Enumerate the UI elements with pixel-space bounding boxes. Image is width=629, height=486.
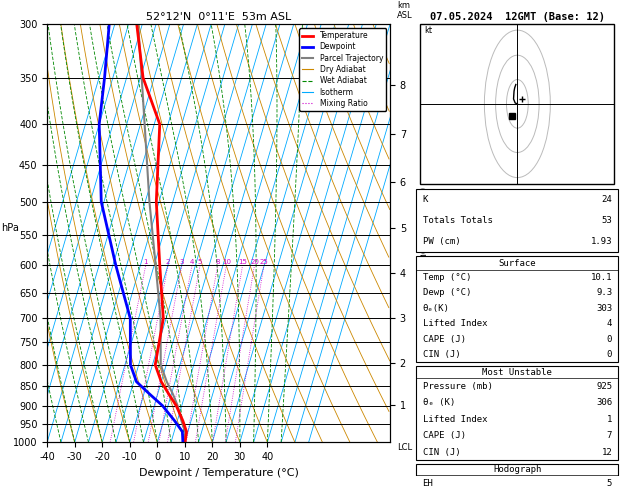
Text: Lifted Index: Lifted Index bbox=[423, 319, 487, 328]
Text: 3: 3 bbox=[180, 259, 184, 265]
Text: 303: 303 bbox=[596, 304, 612, 313]
Text: CIN (J): CIN (J) bbox=[423, 448, 460, 456]
Text: K: K bbox=[423, 195, 428, 204]
Text: 53: 53 bbox=[601, 216, 612, 225]
Text: © weatheronline.co.uk: © weatheronline.co.uk bbox=[465, 464, 570, 472]
Text: 2: 2 bbox=[166, 259, 170, 265]
Text: 10: 10 bbox=[222, 259, 231, 265]
Text: Dewp (°C): Dewp (°C) bbox=[423, 289, 471, 297]
FancyBboxPatch shape bbox=[416, 464, 618, 486]
Text: CIN (J): CIN (J) bbox=[423, 350, 460, 359]
Text: Most Unstable: Most Unstable bbox=[482, 367, 552, 377]
Text: 4: 4 bbox=[607, 319, 612, 328]
Text: Lifted Index: Lifted Index bbox=[423, 415, 487, 424]
Text: Temp (°C): Temp (°C) bbox=[423, 273, 471, 282]
Text: 4: 4 bbox=[190, 259, 194, 265]
Text: Hodograph: Hodograph bbox=[493, 465, 542, 474]
Text: LCL: LCL bbox=[397, 443, 412, 451]
Text: Totals Totals: Totals Totals bbox=[423, 216, 493, 225]
Text: CAPE (J): CAPE (J) bbox=[423, 335, 465, 344]
Text: 7: 7 bbox=[607, 431, 612, 440]
Text: 306: 306 bbox=[596, 399, 612, 407]
Text: 25: 25 bbox=[260, 259, 269, 265]
Text: Pressure (mb): Pressure (mb) bbox=[423, 382, 493, 391]
Y-axis label: hPa: hPa bbox=[1, 223, 19, 233]
Text: 5: 5 bbox=[607, 479, 612, 486]
Text: θₑ (K): θₑ (K) bbox=[423, 399, 455, 407]
Text: 20: 20 bbox=[250, 259, 259, 265]
Text: Surface: Surface bbox=[499, 259, 536, 267]
Text: 0: 0 bbox=[607, 350, 612, 359]
Text: 1: 1 bbox=[143, 259, 148, 265]
Text: km
ASL: km ASL bbox=[397, 0, 413, 20]
Text: 24: 24 bbox=[601, 195, 612, 204]
Text: 0: 0 bbox=[607, 335, 612, 344]
FancyBboxPatch shape bbox=[416, 366, 618, 460]
Text: 15: 15 bbox=[238, 259, 247, 265]
Text: kt: kt bbox=[425, 26, 433, 35]
Text: 1: 1 bbox=[607, 415, 612, 424]
Text: 925: 925 bbox=[596, 382, 612, 391]
Text: PW (cm): PW (cm) bbox=[423, 237, 460, 246]
Text: 1.93: 1.93 bbox=[591, 237, 612, 246]
Text: EH: EH bbox=[423, 479, 433, 486]
Text: 5: 5 bbox=[198, 259, 203, 265]
Title: 52°12'N  0°11'E  53m ASL: 52°12'N 0°11'E 53m ASL bbox=[146, 12, 291, 22]
X-axis label: Dewpoint / Temperature (°C): Dewpoint / Temperature (°C) bbox=[138, 468, 299, 478]
Text: CAPE (J): CAPE (J) bbox=[423, 431, 465, 440]
Text: θₑ(K): θₑ(K) bbox=[423, 304, 449, 313]
Legend: Temperature, Dewpoint, Parcel Trajectory, Dry Adiabat, Wet Adiabat, Isotherm, Mi: Temperature, Dewpoint, Parcel Trajectory… bbox=[299, 28, 386, 111]
Text: 12: 12 bbox=[601, 448, 612, 456]
Text: 07.05.2024  12GMT (Base: 12): 07.05.2024 12GMT (Base: 12) bbox=[430, 12, 605, 22]
Text: 9.3: 9.3 bbox=[596, 289, 612, 297]
FancyBboxPatch shape bbox=[416, 189, 618, 252]
FancyBboxPatch shape bbox=[420, 24, 615, 184]
Text: 10.1: 10.1 bbox=[591, 273, 612, 282]
Text: Mixing Ratio (g/kg): Mixing Ratio (g/kg) bbox=[420, 187, 429, 279]
FancyBboxPatch shape bbox=[416, 256, 618, 362]
Text: 8: 8 bbox=[216, 259, 220, 265]
